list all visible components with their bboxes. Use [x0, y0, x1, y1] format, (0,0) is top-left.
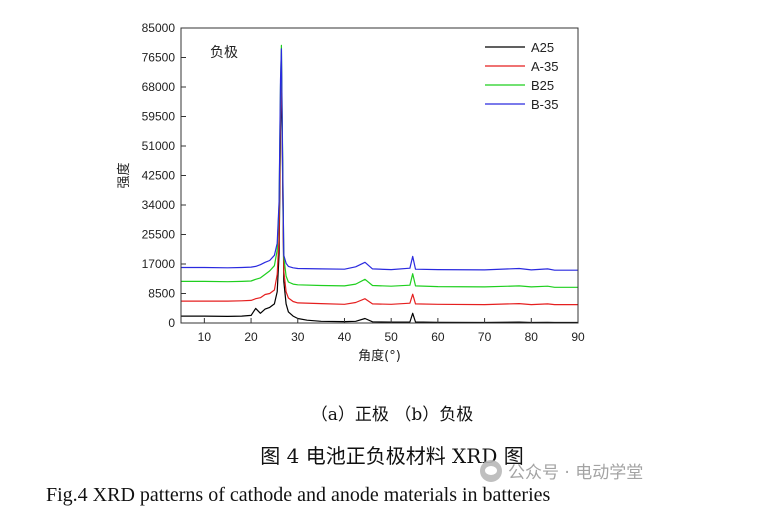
series-line-a-35 — [181, 62, 578, 306]
x-tick-label: 50 — [384, 330, 398, 344]
watermark: 公众号 · 电动学堂 — [480, 458, 643, 483]
y-axis-label: 强度 — [116, 162, 132, 188]
x-tick-label: 40 — [338, 330, 352, 344]
x-tick-label: 90 — [571, 330, 585, 344]
legend-label-a25: A25 — [531, 40, 554, 55]
y-tick-label: 68000 — [142, 80, 176, 94]
x-tick-label: 80 — [525, 330, 539, 344]
y-tick-label: 8500 — [148, 287, 175, 301]
legend-label-a-35: A-35 — [531, 59, 558, 74]
watermark-text: 公众号 · 电动学堂 — [508, 463, 644, 483]
wechat-icon — [480, 459, 502, 482]
figure-caption-cn: 图 4 电池正负极材料 XRD 图 — [260, 444, 524, 468]
figure-caption-en: Fig.4 XRD patterns of cathode and anode … — [46, 484, 551, 506]
sub-caption: （a）正极 （b）负极 — [310, 405, 474, 425]
y-tick-label: 42500 — [142, 169, 176, 183]
x-tick-label: 20 — [244, 330, 258, 344]
x-tick-label: 30 — [291, 330, 305, 344]
y-tick-label: 85000 — [142, 21, 176, 35]
series-line-b25 — [181, 44, 578, 288]
xrd-chart: 10 20 30 40 50 60 70 80 90 0 8500 17000 25500 34000 42… — [116, 21, 585, 364]
y-tick-label: 17000 — [142, 257, 176, 271]
y-tick-label: 51000 — [142, 139, 176, 153]
x-tick-label: 70 — [478, 330, 492, 344]
y-tick-label: 34000 — [142, 198, 176, 212]
x-tick-label: 60 — [431, 330, 445, 344]
panel-annotation: 负极 — [210, 45, 238, 61]
legend: A25 A-35 B25 B-35 — [485, 40, 558, 112]
y-tick-label: 0 — [168, 316, 175, 330]
y-tick-label: 59500 — [142, 110, 176, 124]
legend-label-b-35: B-35 — [531, 97, 558, 112]
x-tick-label: 10 — [198, 330, 212, 344]
legend-label-b25: B25 — [531, 78, 554, 93]
y-tick-label: 25500 — [142, 228, 176, 242]
series-line-a25 — [181, 72, 578, 324]
x-axis-label: 角度(°) — [358, 348, 401, 364]
series-line-b-35 — [181, 48, 578, 271]
y-tick-label: 76500 — [142, 51, 176, 65]
plot-frame — [180, 27, 579, 324]
